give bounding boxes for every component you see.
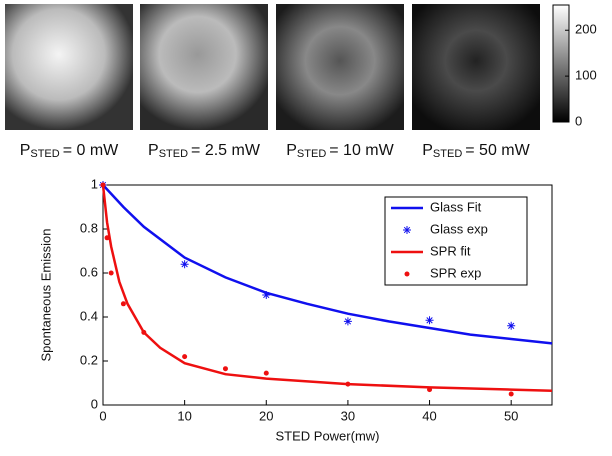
label-sub: STED [433, 148, 462, 160]
y-tick-label: 0.2 [80, 352, 98, 367]
dot-marker [345, 381, 351, 387]
dot-marker [141, 329, 147, 335]
dot-marker [120, 301, 126, 307]
x-tick-label: 20 [259, 408, 273, 423]
label-sub: STED [297, 148, 326, 160]
legend-marker [404, 271, 410, 277]
panel-label: PSTED = 0 mW [20, 142, 119, 160]
dot-marker [104, 235, 110, 241]
label-main: P [422, 142, 433, 159]
y-tick-label: 0.4 [80, 308, 98, 323]
image [276, 4, 404, 130]
fit-line [102, 184, 553, 345]
dot-marker [108, 270, 114, 276]
fit-line [101, 184, 553, 392]
asterisk-marker [180, 260, 189, 269]
image [140, 4, 268, 130]
dot-marker [100, 182, 106, 188]
legend-label: SPR exp [430, 265, 481, 280]
x-axis-label: STED Power(mw) [275, 428, 379, 443]
asterisk-marker [343, 317, 352, 326]
label-sub: STED [159, 148, 188, 160]
plot-frame [102, 184, 553, 406]
label-rest: = 0 mW [63, 142, 119, 159]
y-axis-label: Spontaneous Emission [38, 229, 53, 362]
panel-label: PSTED = 2.5 mW [148, 142, 261, 160]
asterisk-marker [507, 321, 516, 330]
y-tick-label: 1 [91, 176, 98, 191]
y-tick-label: 0.6 [80, 264, 98, 279]
legend-label: Glass exp [430, 221, 488, 236]
x-tick-label: 10 [177, 408, 191, 423]
dot-marker [508, 391, 514, 397]
colorbar [552, 4, 570, 123]
colorbar-tick-label: 0 [575, 113, 582, 128]
y-tick-label: 0 [91, 396, 98, 411]
legend-label: SPR fit [430, 243, 471, 258]
asterisk-marker [262, 291, 271, 299]
label-main: P [20, 142, 31, 159]
legend-marker [403, 226, 411, 234]
x-tick-label: 40 [422, 408, 436, 423]
dot-marker [263, 370, 269, 376]
x-tick-label: 50 [504, 408, 518, 423]
label-rest: = 2.5 mW [191, 142, 261, 159]
dot-marker [427, 387, 433, 393]
colorbar-tick-label: 100 [575, 68, 597, 83]
label-main: P [148, 142, 159, 159]
legend-box [384, 196, 528, 286]
legend-label: Glass Fit [430, 199, 482, 214]
dot-marker [222, 366, 228, 372]
asterisk-marker [425, 316, 434, 325]
y-tick-label: 0.8 [80, 220, 98, 235]
label-rest: = 10 mW [329, 142, 394, 159]
panel-label: PSTED = 50 mW [422, 142, 530, 160]
label-main: P [286, 142, 297, 159]
x-tick-label: 0 [99, 408, 106, 423]
image [5, 4, 133, 130]
image [412, 4, 540, 130]
label-sub: STED [30, 148, 59, 160]
x-tick-label: 30 [341, 408, 355, 423]
panel-label: PSTED = 10 mW [286, 142, 394, 160]
label-rest: = 50 mW [465, 142, 530, 159]
dot-marker [182, 354, 188, 360]
colorbar-tick-label: 200 [575, 22, 597, 37]
